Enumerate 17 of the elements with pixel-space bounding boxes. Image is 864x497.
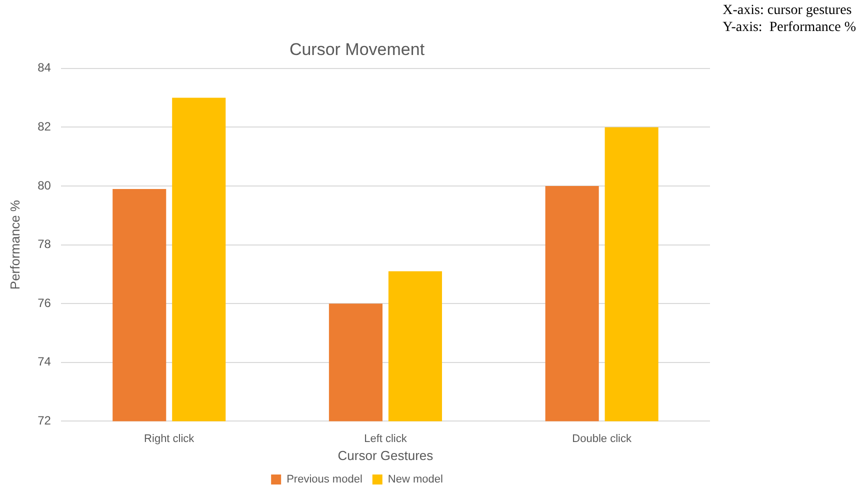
y-tick-label: 84 <box>38 60 52 75</box>
text: Y-axis: Performance % <box>722 19 856 36</box>
x-axis-title: Cursor Gestures <box>338 448 434 463</box>
chart-title: Cursor Movement <box>289 40 425 59</box>
text: X-axis: cursor gestures <box>722 2 853 19</box>
legend-label: Previous model <box>286 474 362 486</box>
legend-label: New model <box>388 474 443 486</box>
y-tick-label: 76 <box>38 296 52 310</box>
y-axis-title: Performance % <box>7 200 22 290</box>
y-tick-label: 80 <box>38 178 52 192</box>
x-tick-label: Double click <box>572 432 632 445</box>
y-tick-label: 78 <box>38 237 52 252</box>
x-tick-label: Right click <box>144 432 195 445</box>
y-tick-label: 72 <box>38 414 52 428</box>
y-tick-label: 74 <box>38 354 52 369</box>
x-tick-label: Left click <box>364 432 408 445</box>
y-tick-label: 82 <box>38 120 52 134</box>
